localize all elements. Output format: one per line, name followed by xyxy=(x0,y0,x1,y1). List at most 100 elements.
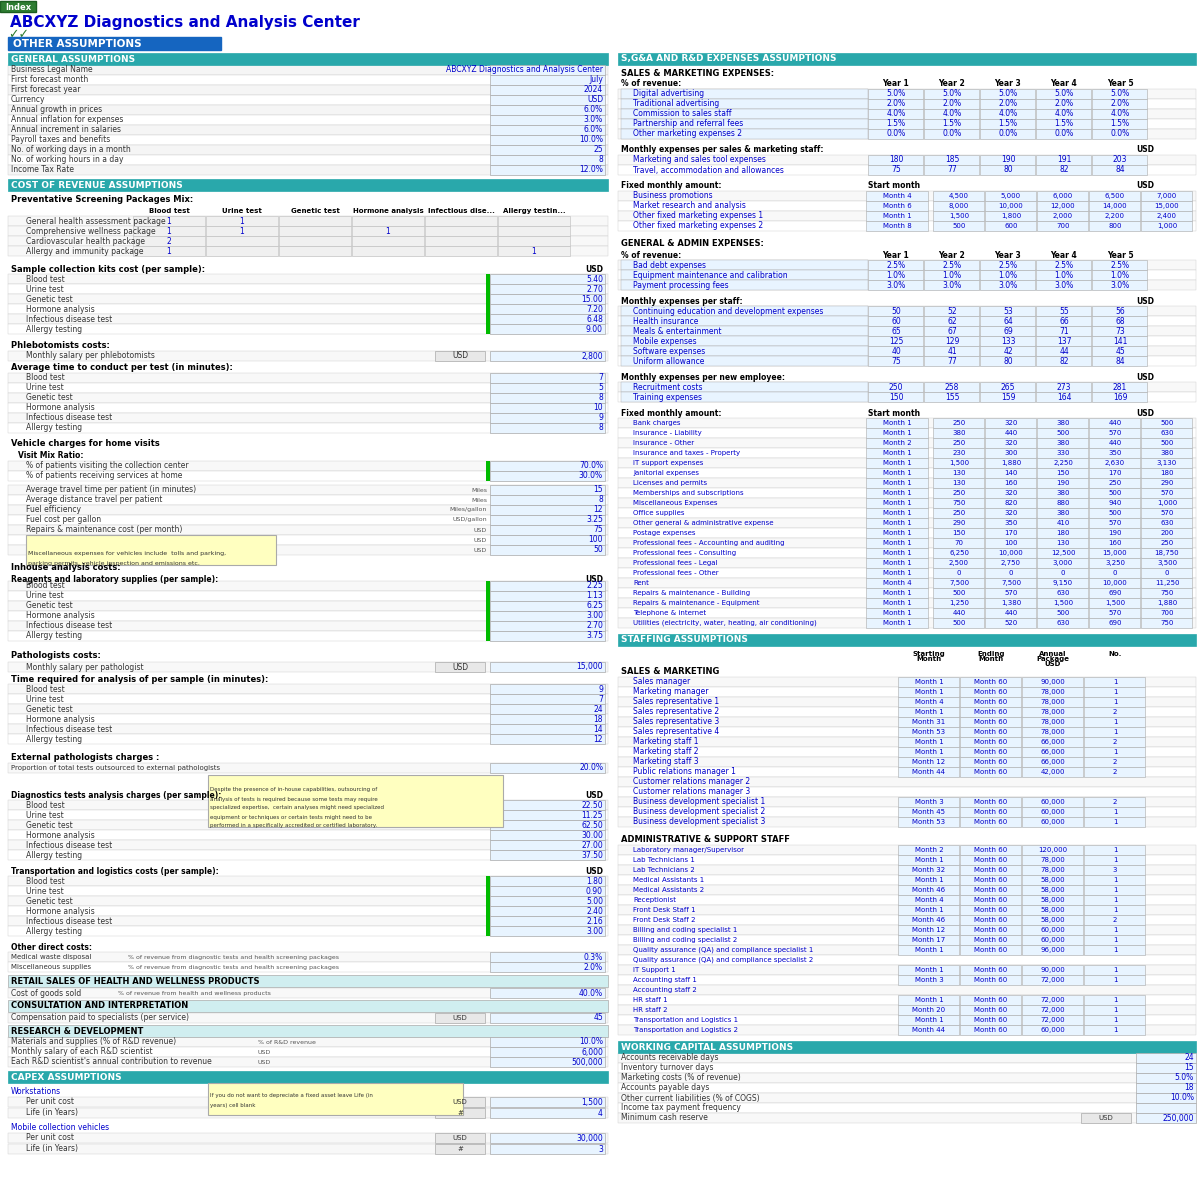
Text: 6.0%: 6.0% xyxy=(583,106,604,114)
Text: 64: 64 xyxy=(1003,317,1013,325)
FancyBboxPatch shape xyxy=(8,1037,608,1046)
Text: 1,500: 1,500 xyxy=(1105,600,1126,606)
Text: 180: 180 xyxy=(1160,470,1174,476)
Text: 24: 24 xyxy=(593,704,604,714)
FancyBboxPatch shape xyxy=(866,448,928,458)
Text: Currency: Currency xyxy=(11,96,46,104)
Text: Urine test: Urine test xyxy=(26,384,64,392)
FancyBboxPatch shape xyxy=(8,876,608,886)
FancyBboxPatch shape xyxy=(1037,200,1088,211)
FancyBboxPatch shape xyxy=(8,974,608,986)
FancyBboxPatch shape xyxy=(490,840,605,850)
FancyBboxPatch shape xyxy=(866,598,928,608)
Text: 1.80: 1.80 xyxy=(587,876,604,886)
Text: USD: USD xyxy=(258,1050,271,1055)
Text: Accounting staff 2: Accounting staff 2 xyxy=(634,986,697,994)
Text: 440: 440 xyxy=(1109,420,1122,426)
Text: Sample collection kits cost (per sample):: Sample collection kits cost (per sample)… xyxy=(11,264,205,274)
Text: 1: 1 xyxy=(1112,1007,1117,1013)
FancyBboxPatch shape xyxy=(960,797,1021,806)
Text: 70: 70 xyxy=(954,540,964,546)
FancyBboxPatch shape xyxy=(26,535,276,565)
Text: 440: 440 xyxy=(1004,430,1018,436)
Text: 2.70: 2.70 xyxy=(586,622,604,630)
Text: 250: 250 xyxy=(889,383,904,391)
Text: Professional fees - Accounting and auditing: Professional fees - Accounting and audit… xyxy=(634,540,785,546)
Text: 2024: 2024 xyxy=(583,85,604,95)
FancyBboxPatch shape xyxy=(618,806,1196,817)
FancyBboxPatch shape xyxy=(1022,797,1084,806)
FancyBboxPatch shape xyxy=(490,906,605,916)
Text: 185: 185 xyxy=(944,156,959,164)
Text: COST OF REVENUE ASSUMPTIONS: COST OF REVENUE ASSUMPTIONS xyxy=(11,180,182,190)
FancyBboxPatch shape xyxy=(618,727,1196,737)
Text: Month 1: Month 1 xyxy=(914,907,943,913)
Text: 500: 500 xyxy=(1109,510,1122,516)
Text: Month 4: Month 4 xyxy=(914,898,943,902)
FancyBboxPatch shape xyxy=(1090,200,1140,211)
Text: 350: 350 xyxy=(1004,520,1018,526)
Text: 690: 690 xyxy=(1109,590,1122,596)
Text: 6,500: 6,500 xyxy=(1105,193,1126,199)
FancyBboxPatch shape xyxy=(490,422,605,433)
FancyBboxPatch shape xyxy=(8,246,608,256)
Text: Allergy testing: Allergy testing xyxy=(26,631,82,641)
Text: Allergy testin...: Allergy testin... xyxy=(503,208,565,214)
Text: Telephone & internet: Telephone & internet xyxy=(634,610,706,616)
Text: 1: 1 xyxy=(1112,809,1117,815)
Text: 5.40: 5.40 xyxy=(586,275,604,283)
Text: 10: 10 xyxy=(593,403,604,413)
Text: 125: 125 xyxy=(889,336,904,346)
Text: 1: 1 xyxy=(1112,997,1117,1003)
Text: 55: 55 xyxy=(1060,306,1069,316)
Text: Month 60: Month 60 xyxy=(974,877,1008,883)
Text: 2,200: 2,200 xyxy=(1105,214,1126,218)
FancyBboxPatch shape xyxy=(1036,155,1091,164)
FancyBboxPatch shape xyxy=(8,763,608,773)
FancyBboxPatch shape xyxy=(1090,438,1140,448)
FancyBboxPatch shape xyxy=(960,965,1021,974)
FancyBboxPatch shape xyxy=(1037,221,1088,230)
Text: 6.25: 6.25 xyxy=(586,601,604,611)
FancyBboxPatch shape xyxy=(490,274,605,284)
FancyBboxPatch shape xyxy=(8,535,608,545)
FancyBboxPatch shape xyxy=(622,260,868,270)
Text: 96,000: 96,000 xyxy=(1040,947,1066,953)
FancyBboxPatch shape xyxy=(1036,392,1091,402)
FancyBboxPatch shape xyxy=(924,89,979,98)
Text: Month 60: Month 60 xyxy=(974,719,1008,725)
FancyBboxPatch shape xyxy=(868,260,923,270)
Text: Month 1: Month 1 xyxy=(883,540,911,546)
Text: 137: 137 xyxy=(1057,336,1072,346)
Text: Digital advertising: Digital advertising xyxy=(634,90,704,98)
Text: 940: 940 xyxy=(1109,500,1122,506)
FancyBboxPatch shape xyxy=(1037,478,1088,488)
FancyBboxPatch shape xyxy=(1084,865,1145,875)
FancyBboxPatch shape xyxy=(436,350,485,361)
Text: 1.5%: 1.5% xyxy=(887,120,906,128)
Text: 56: 56 xyxy=(1115,306,1124,316)
FancyBboxPatch shape xyxy=(924,119,979,128)
FancyBboxPatch shape xyxy=(898,974,959,985)
Text: 2,400: 2,400 xyxy=(1157,214,1177,218)
FancyBboxPatch shape xyxy=(490,294,605,304)
FancyBboxPatch shape xyxy=(618,797,1196,806)
FancyBboxPatch shape xyxy=(208,1082,463,1115)
FancyBboxPatch shape xyxy=(8,470,608,481)
Text: Miles: Miles xyxy=(470,487,487,492)
FancyBboxPatch shape xyxy=(1037,438,1088,448)
FancyBboxPatch shape xyxy=(1037,548,1088,558)
FancyBboxPatch shape xyxy=(8,65,608,74)
FancyBboxPatch shape xyxy=(960,1025,1021,1034)
FancyBboxPatch shape xyxy=(618,778,1196,787)
FancyBboxPatch shape xyxy=(436,1108,485,1118)
FancyBboxPatch shape xyxy=(868,89,923,98)
Text: Vehicle charges for home visits: Vehicle charges for home visits xyxy=(11,439,160,449)
FancyBboxPatch shape xyxy=(1022,677,1084,686)
Text: STAFFING ASSUMPTIONS: STAFFING ASSUMPTIONS xyxy=(622,636,748,644)
Text: No. of working days in a month: No. of working days in a month xyxy=(11,145,131,155)
Text: 9: 9 xyxy=(598,414,604,422)
Text: USD: USD xyxy=(474,528,487,533)
Text: 1: 1 xyxy=(1112,689,1117,695)
FancyBboxPatch shape xyxy=(866,498,928,508)
